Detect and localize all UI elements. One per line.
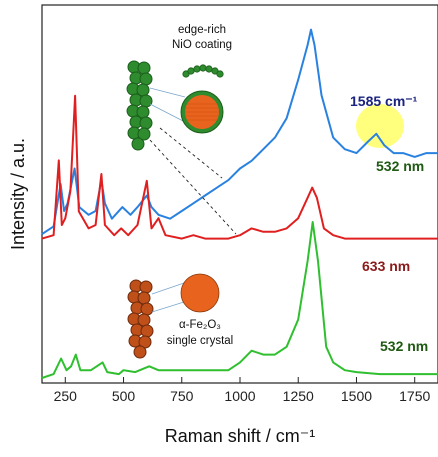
fe2o3-particle-icon [180,273,220,313]
x-tick-label: 1000 [224,388,255,404]
x-tick-label: 1750 [399,388,430,404]
series-label-633: 633 nm [362,258,410,274]
nio-zoom-line-top [149,87,186,98]
coating-label-line1: edge-rich [178,24,226,36]
x-tick-label: 1250 [283,388,314,404]
nio-arc-icon [182,64,224,78]
x-tick-label: 1500 [341,388,372,404]
peak-label-1585: 1585 cm⁻¹ [350,93,418,109]
series-label-532-top: 532 nm [376,158,424,174]
crystal-label-line2: single crystal [167,335,233,347]
series-label-532-bottom: 532 nm [380,338,428,354]
coating-label-line2: NiO coating [172,39,232,51]
highlight-glow [356,104,404,148]
crystal-label-line1: α-Fe₂O₃ [179,319,221,331]
fe-zoom-line-top [151,282,185,295]
nio-coated-particle-icon [180,90,224,134]
x-axis-ticks: 250 500 750 1000 1250 1500 1750 [54,377,430,404]
dashed-pointer-2 [159,127,223,179]
series-line-1 [41,94,438,240]
nio-zoom-line-bottom [149,103,186,123]
spectra [41,28,438,379]
series-line-0 [41,28,438,235]
x-tick-label: 500 [112,388,136,404]
x-tick-label: 750 [170,388,194,404]
plot-frame [41,4,438,384]
nio-rod-icon [126,60,153,151]
fe-zoom-line-bottom [151,301,185,313]
x-tick-label: 250 [54,388,78,404]
y-axis-title: Intensity / a.u. [8,138,28,250]
x-axis-title: Raman shift / cm⁻¹ [165,426,316,446]
fe2o3-rod-icon [127,279,154,359]
series-line-2 [41,221,438,379]
